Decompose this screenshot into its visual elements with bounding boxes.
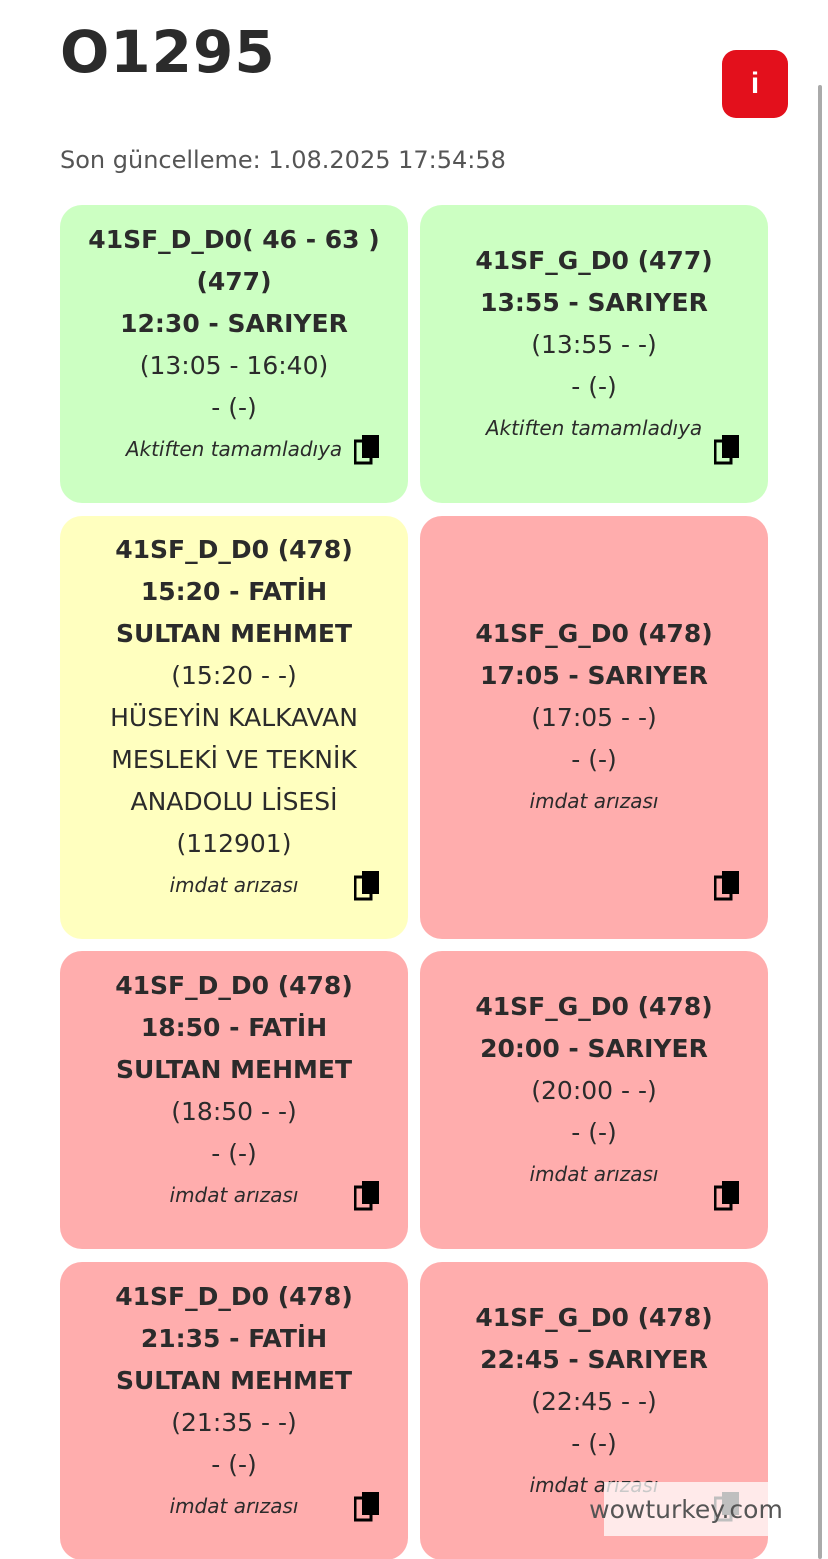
departure: 20:00 - SARIYER bbox=[480, 1034, 708, 1063]
detail: - (-) bbox=[571, 372, 617, 401]
detail: - (-) bbox=[571, 745, 617, 774]
copy-button[interactable] bbox=[713, 870, 740, 901]
trip-title: 41SF_G_D0 (478) bbox=[475, 992, 713, 1021]
last-update: Son güncelleme: 1.08.2025 17:54:58 bbox=[60, 146, 506, 174]
copy-button[interactable] bbox=[713, 1181, 740, 1211]
copy-button[interactable] bbox=[353, 435, 380, 465]
departure: 17:05 - SARIYER bbox=[480, 661, 708, 690]
copy-icon bbox=[353, 435, 379, 465]
note: imdat arızası bbox=[529, 789, 659, 813]
copy-icon bbox=[353, 1491, 379, 1521]
times: (20:00 - -) bbox=[531, 1076, 657, 1105]
info-button[interactable]: i bbox=[722, 50, 788, 118]
trip-card[interactable]: 41SF_G_D0 (477) 13:55 - SARIYER (13:55 - -… bbox=[420, 205, 768, 503]
trip-card[interactable]: 41SF_D_D0 (478) 18:50 - FATİH SULTAN MEHM… bbox=[60, 951, 408, 1249]
scrollbar bbox=[818, 85, 822, 1559]
times: (22:45 - -) bbox=[531, 1386, 657, 1416]
copy-icon bbox=[713, 435, 739, 465]
card-grid: 41SF_D_D0( 46 - 63 ) (477) 12:30 - SARIYE… bbox=[60, 205, 768, 1559]
note: imdat arızası bbox=[169, 1493, 299, 1518]
copy-button[interactable] bbox=[353, 870, 380, 901]
times: (21:35 - -) bbox=[171, 1407, 297, 1437]
trip-card[interactable]: 41SF_D_D0 (478) 15:20 - FATİH SULTAN MEHM… bbox=[60, 515, 408, 939]
note: imdat arızası bbox=[169, 873, 299, 897]
times: (13:05 - 16:40) bbox=[139, 351, 329, 380]
trip-card[interactable]: 41SF_G_D0 (478) 20:00 - SARIYER (20:00 - -… bbox=[420, 951, 768, 1249]
detail: - (-) bbox=[211, 1449, 257, 1479]
trip-title: 41SF_D_D0 (478) bbox=[115, 971, 353, 1000]
copy-button[interactable] bbox=[353, 1181, 380, 1211]
watermark: wowturkey.com bbox=[589, 1482, 783, 1536]
times: (17:05 - -) bbox=[531, 703, 657, 732]
note: Aktiften tamamladıya bbox=[485, 416, 703, 440]
detail: - (-) bbox=[211, 1139, 257, 1168]
detail: - (-) bbox=[571, 1428, 617, 1458]
trip-title: 41SF_D_D0 (478) bbox=[115, 535, 353, 564]
departure: 21:35 - FATİH SULTAN MEHMET bbox=[115, 1323, 353, 1395]
trip-title: 41SF_G_D0 (477) bbox=[475, 246, 713, 275]
detail: - (-) bbox=[211, 393, 257, 422]
trip-title: 41SF_D_D0 (478) bbox=[115, 1281, 353, 1311]
copy-icon bbox=[713, 1181, 739, 1211]
copy-button[interactable] bbox=[713, 435, 740, 465]
departure: 13:55 - SARIYER bbox=[480, 288, 708, 317]
detail: HÜSEYİN KALKAVAN MESLEKİ VE TEKNİK ANADO… bbox=[110, 703, 358, 858]
trip-card[interactable]: 41SF_D_D0 (478) 21:35 - FATİH SULTAN MEHM… bbox=[60, 1261, 408, 1559]
detail: - (-) bbox=[571, 1118, 617, 1147]
page-title: O1295 bbox=[60, 18, 276, 86]
departure: 12:30 - SARIYER bbox=[120, 309, 348, 338]
trip-title: 41SF_D_D0( 46 - 63 ) (477) bbox=[88, 225, 380, 296]
times: (15:20 - -) bbox=[171, 661, 297, 690]
times: (13:55 - -) bbox=[531, 330, 657, 359]
copy-icon bbox=[353, 870, 379, 900]
trip-title: 41SF_G_D0 (478) bbox=[475, 619, 713, 648]
note: imdat arızası bbox=[169, 1183, 299, 1207]
copy-button[interactable] bbox=[353, 1491, 380, 1522]
times: (18:50 - -) bbox=[171, 1097, 297, 1126]
trip-card[interactable]: 41SF_G_D0 (478) 17:05 - SARIYER (17:05 - -… bbox=[420, 515, 768, 939]
copy-icon bbox=[713, 870, 739, 900]
trip-card[interactable]: 41SF_D_D0( 46 - 63 ) (477) 12:30 - SARIYE… bbox=[60, 205, 408, 503]
note: imdat arızası bbox=[529, 1162, 659, 1186]
departure: 22:45 - SARIYER bbox=[480, 1344, 708, 1374]
copy-icon bbox=[353, 1181, 379, 1211]
trip-title: 41SF_G_D0 (478) bbox=[475, 1302, 713, 1332]
note: Aktiften tamamladıya bbox=[125, 437, 343, 461]
departure: 18:50 - FATİH SULTAN MEHMET bbox=[115, 1013, 353, 1084]
departure: 15:20 - FATİH SULTAN MEHMET bbox=[115, 577, 353, 648]
